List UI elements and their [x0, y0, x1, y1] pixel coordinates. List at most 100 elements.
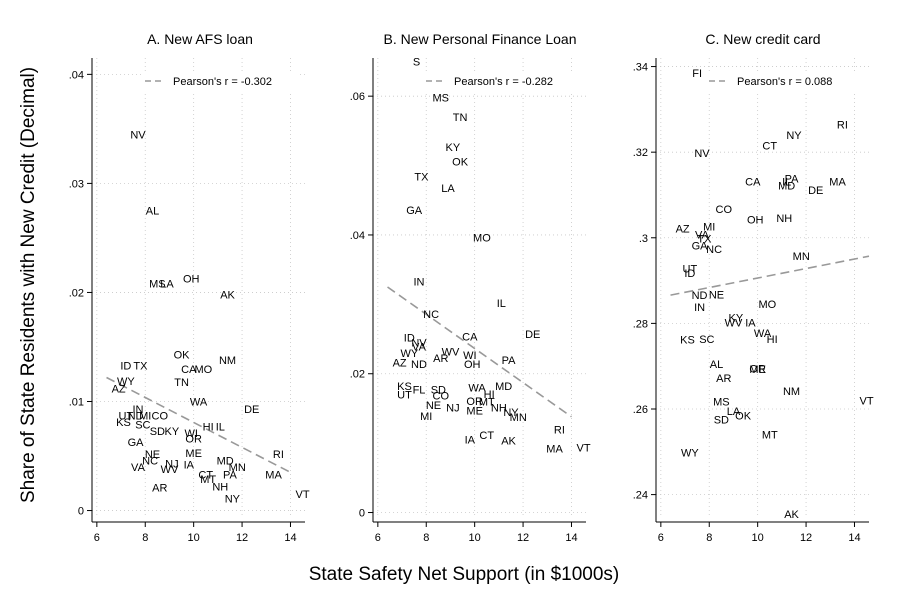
y-tick-label: .04 [350, 230, 365, 242]
data-point-va: VA [131, 462, 146, 474]
data-point-al: AL [146, 206, 159, 218]
data-point-ct: CT [762, 141, 777, 153]
data-point-ms: MS [713, 396, 730, 408]
legend-box [705, 71, 863, 91]
data-point-ar: AR [152, 483, 167, 495]
data-point-ne: NE [145, 449, 160, 461]
data-point-in: IN [694, 302, 705, 314]
data-point-nj: NJ [165, 459, 178, 471]
x-tick-label: 8 [142, 532, 148, 544]
data-point-ri: RI [273, 449, 284, 461]
data-point-ks: KS [680, 335, 695, 347]
data-point-nd: ND [128, 411, 144, 423]
data-point-nv: NV [694, 148, 710, 160]
data-point-nv: NV [411, 338, 427, 350]
data-point-oh: OH [747, 214, 764, 226]
data-point-nh: NH [776, 213, 792, 225]
y-tick-label: .04 [69, 69, 84, 81]
x-tick-label: 10 [469, 532, 481, 544]
data-point-wa: WA [190, 397, 208, 409]
y-tick-label: .06 [350, 91, 365, 103]
data-point-mi: MI [139, 411, 151, 423]
data-point-wy: WY [400, 348, 418, 360]
legend-label: Pearson's r = -0.282 [454, 76, 553, 88]
data-point-nc: NC [706, 244, 722, 256]
data-point-va: VA [695, 229, 710, 241]
data-point-ne: NE [709, 289, 724, 301]
data-point-il: IL [782, 176, 791, 188]
x-tick-label: 14 [848, 532, 860, 544]
data-point-ok: OK [452, 156, 469, 168]
legend-box [141, 71, 299, 91]
figure-y-axis-label: Share of State Residents with New Credit… [18, 67, 39, 503]
data-point-ri: RI [837, 119, 848, 131]
data-point-tx: TX [697, 234, 712, 246]
data-point-mt: MT [479, 397, 495, 409]
panel-2: B. New Personal Finance Loan 0 .02 .04 .06 6 8… [350, 31, 591, 544]
x-tick-label: 6 [375, 532, 381, 544]
data-point-ma: MA [829, 176, 846, 188]
data-point-pa: PA [502, 355, 517, 367]
data-point-or: OR [185, 434, 202, 446]
data-point-vt: VT [296, 489, 310, 501]
data-point-la: LA [727, 406, 741, 418]
data-point-ny: NY [503, 407, 519, 419]
data-point-or: OR [466, 396, 483, 408]
data-point-mn: MN [229, 462, 246, 474]
fit-line [106, 376, 291, 474]
x-tick-label: 14 [565, 532, 577, 544]
data-point-ky: KY [729, 312, 744, 324]
data-point-nh: NH [491, 403, 507, 415]
data-point-in: IN [132, 404, 143, 416]
x-tick-label: 12 [800, 532, 812, 544]
data-point-id: ID [120, 361, 131, 373]
data-point-az: AZ [393, 358, 407, 370]
x-tick-label: 8 [423, 532, 429, 544]
x-tick-label: 10 [188, 532, 200, 544]
data-point-ks: KS [116, 417, 131, 429]
data-point-hi: HI [767, 334, 778, 346]
data-point-ak: AK [501, 435, 516, 447]
data-point-az: AZ [112, 383, 126, 395]
y-tick-label: .01 [69, 397, 84, 409]
data-point-sc: SC [699, 334, 714, 346]
data-point-ok: OK [735, 410, 752, 422]
data-point-ok: OK [174, 350, 191, 362]
y-tick-label: 0 [78, 506, 84, 518]
data-point-ia: IA [745, 318, 756, 330]
data-point-mo: MO [758, 299, 776, 311]
y-tick-label: .03 [69, 178, 84, 190]
data-point-tn: TN [453, 112, 468, 124]
data-point-ca: CA [181, 364, 197, 376]
data-point-mo: MO [473, 233, 491, 245]
y-tick-label: .3 [639, 233, 648, 245]
data-point-nv: NV [130, 129, 146, 141]
data-point-sd: SD [431, 385, 446, 397]
data-point-id: ID [684, 268, 695, 280]
data-point-md: MD [495, 381, 512, 393]
data-point-nj: NJ [446, 403, 459, 415]
data-point-ky: KY [165, 426, 180, 438]
data-point-tn: TN [174, 377, 189, 389]
panel-title: B. New Personal Finance Loan [384, 31, 577, 47]
data-point-ia: IA [465, 435, 476, 447]
data-point-co: CO [716, 204, 733, 216]
data-point-il: IL [497, 298, 506, 310]
data-point-ks: KS [397, 381, 412, 393]
data-point-sd: SD [714, 415, 729, 427]
data-point-ut: UT [119, 411, 134, 423]
data-point-la: LA [441, 183, 455, 195]
data-point-md: MD [778, 181, 795, 193]
data-point-id: ID [404, 333, 415, 345]
data-point-hi: HI [203, 422, 214, 434]
panel-1: A. New AFS loan 0 .01 .02 .03 .04 6 8 10 12 14 NV AL… [69, 31, 310, 544]
y-tick-label: .34 [633, 62, 648, 74]
y-tick-label: .02 [69, 287, 84, 299]
data-point-la: LA [160, 279, 174, 291]
data-point-mn: MN [793, 251, 810, 263]
y-tick-label: .02 [350, 369, 365, 381]
data-point-wy: WY [117, 376, 135, 388]
data-point-nd: ND [692, 290, 708, 302]
data-point-wv: WV [161, 464, 179, 476]
data-point-sc: SC [135, 419, 150, 431]
